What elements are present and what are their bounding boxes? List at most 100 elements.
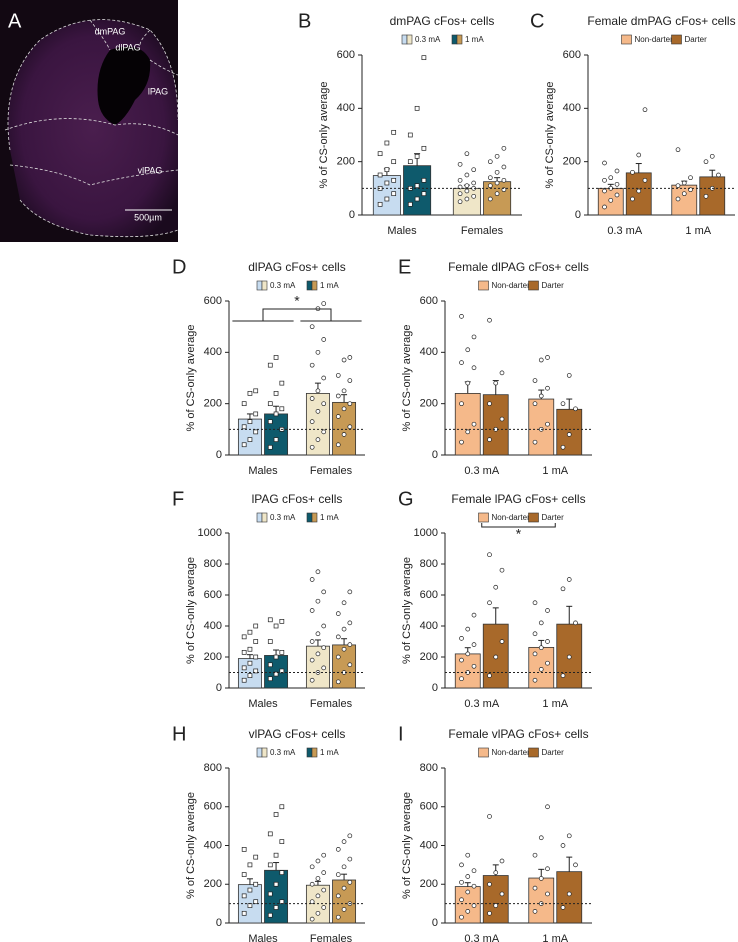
y-tick-label: 1000 xyxy=(198,527,222,539)
y-axis-label: % of CS-only average xyxy=(401,792,413,899)
data-point xyxy=(407,132,413,138)
x-tick-label: 1 mA xyxy=(542,933,568,942)
data-point xyxy=(309,899,315,905)
data-point xyxy=(464,183,470,189)
y-tick-label: 400 xyxy=(420,620,438,632)
panel-letter: B xyxy=(298,10,311,32)
bar xyxy=(625,172,652,216)
bar xyxy=(403,165,432,216)
y-tick-label: 800 xyxy=(420,558,438,570)
data-point xyxy=(309,657,315,663)
chart-title: Female dlPAG cFos+ cells xyxy=(448,260,589,274)
data-point xyxy=(267,419,273,424)
data-point xyxy=(465,429,471,435)
image-panel: A dmPAG dlPAG lPAG vlPAG 500µm xyxy=(0,0,179,242)
y-tick-label: 600 xyxy=(563,49,581,61)
data-point xyxy=(267,617,273,623)
y-tick-label: 800 xyxy=(204,762,222,774)
data-point xyxy=(309,608,315,613)
data-point xyxy=(315,409,321,414)
legend-swatch xyxy=(306,747,313,758)
data-point xyxy=(716,172,721,178)
x-tick-label: 1 mA xyxy=(685,225,711,237)
sig-bracket xyxy=(481,523,556,528)
legend-swatch xyxy=(311,747,318,758)
data-point xyxy=(273,355,279,360)
data-point xyxy=(459,636,464,641)
data-point xyxy=(321,623,327,629)
x-tick-label: 0.3 mA xyxy=(464,698,500,710)
y-axis-label: % of CS-only average xyxy=(318,82,330,189)
data-point xyxy=(421,55,427,61)
data-point xyxy=(273,905,279,910)
legend-swatch xyxy=(528,280,539,291)
bar xyxy=(482,875,509,924)
y-tick-label: 0 xyxy=(349,209,355,221)
legend-swatch xyxy=(256,747,263,758)
chart-panel: C Female dmPAG cFos+ cells Non-darter Darte… xyxy=(530,10,736,237)
y-axis-label: % of CS-only average xyxy=(185,325,197,432)
data-point xyxy=(465,889,471,895)
data-point xyxy=(487,196,493,202)
data-point xyxy=(309,639,315,644)
data-point xyxy=(407,201,413,207)
data-point xyxy=(545,639,550,644)
data-point xyxy=(273,437,279,442)
data-point xyxy=(241,634,247,640)
data-point xyxy=(499,891,505,897)
y-axis-label: % of CS-only average xyxy=(185,792,197,899)
data-point xyxy=(335,393,341,399)
legend-label: Darter xyxy=(685,35,708,44)
legend-label: 0.3 mA xyxy=(415,35,441,44)
data-point xyxy=(636,188,642,194)
data-point xyxy=(247,887,253,893)
chart-title: lPAG cFos+ cells xyxy=(252,492,343,506)
data-point xyxy=(309,864,315,870)
data-point xyxy=(630,196,635,202)
data-point xyxy=(538,357,544,363)
data-point xyxy=(487,552,492,558)
data-point xyxy=(459,879,464,885)
y-tick-label: 800 xyxy=(204,558,222,570)
data-point xyxy=(315,437,321,442)
data-point xyxy=(247,660,253,666)
y-tick-label: 600 xyxy=(420,801,438,813)
data-point xyxy=(273,671,279,677)
data-point xyxy=(545,660,550,666)
data-point xyxy=(614,192,620,198)
data-point xyxy=(315,651,321,657)
data-point xyxy=(471,883,477,889)
y-tick-label: 600 xyxy=(204,801,222,813)
legend-swatch xyxy=(456,34,463,45)
data-point xyxy=(377,151,383,157)
data-point xyxy=(614,181,620,187)
data-point xyxy=(538,667,544,672)
legend-swatch xyxy=(261,747,268,758)
legend-label: Darter xyxy=(542,748,565,757)
x-tick-label: Males xyxy=(248,933,278,942)
data-point xyxy=(532,651,538,657)
data-point xyxy=(253,899,259,905)
data-point xyxy=(602,177,607,183)
x-tick-label: 0.3 mA xyxy=(607,225,643,237)
data-point xyxy=(465,909,471,914)
legend-swatch xyxy=(401,34,408,45)
data-point xyxy=(459,360,464,365)
data-point xyxy=(487,673,492,678)
data-point xyxy=(675,183,681,189)
y-tick-label: 400 xyxy=(204,346,222,358)
data-point xyxy=(459,401,464,407)
data-point xyxy=(487,317,492,323)
data-point xyxy=(347,378,353,383)
data-point xyxy=(545,421,550,427)
chart-title: vlPAG cFos+ cells xyxy=(249,727,346,741)
data-point xyxy=(636,152,642,158)
data-point xyxy=(566,833,572,839)
data-point xyxy=(247,437,253,442)
data-point xyxy=(573,862,578,868)
data-point xyxy=(315,388,321,394)
data-point xyxy=(253,881,259,887)
data-point xyxy=(335,442,341,448)
chart-title: Female dmPAG cFos+ cells xyxy=(587,14,735,28)
